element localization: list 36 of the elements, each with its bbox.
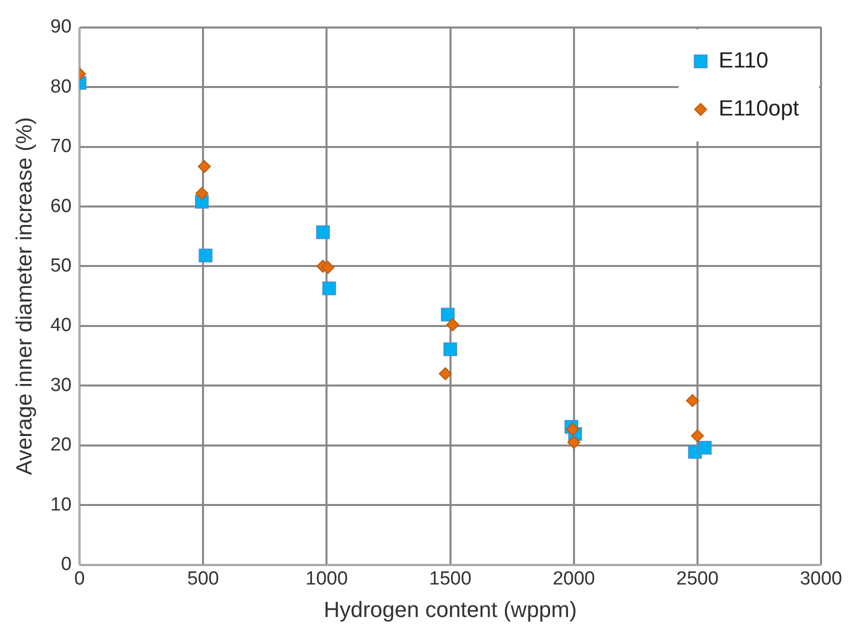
point: [438, 367, 452, 380]
legend-label: E110: [718, 47, 768, 72]
y-tick-label: 0: [60, 554, 72, 576]
y-tick-label: 40: [50, 315, 72, 336]
y-tick-label: 70: [50, 136, 72, 158]
x-tick-label: 1500: [429, 568, 472, 590]
y-tick-label: 80: [50, 76, 72, 98]
x-tick-label: 2500: [676, 568, 719, 590]
x-tick-label: 2000: [552, 568, 595, 590]
y-tick-label: 60: [50, 196, 72, 217]
point: [440, 308, 455, 322]
point: [322, 281, 336, 296]
y-axis-title: Average inner diameter increase (%): [11, 117, 36, 476]
x-tick-label: 0: [74, 568, 85, 590]
point: [321, 260, 334, 274]
x-tick-label: 500: [187, 568, 219, 590]
point: [566, 422, 580, 436]
point: [690, 429, 704, 442]
y-tick-label: 10: [50, 494, 72, 516]
x-tick-label: 1000: [306, 568, 348, 590]
y-tick-label: 50: [50, 255, 72, 276]
x-tick-label: 3000: [800, 568, 842, 590]
point: [446, 318, 460, 332]
point: [316, 225, 330, 240]
y-tick-label: 30: [50, 374, 72, 396]
point: [686, 394, 699, 408]
legend-label: E110opt: [718, 95, 800, 120]
point: [698, 440, 712, 455]
point: [443, 342, 458, 356]
point: [198, 160, 211, 174]
point: [195, 186, 208, 200]
y-tick-label: 90: [50, 16, 72, 38]
point: [567, 436, 580, 449]
point: [198, 248, 212, 262]
x-axis-title: Hydrogen content (wppm): [324, 596, 577, 622]
y-tick-label: 20: [50, 434, 72, 456]
